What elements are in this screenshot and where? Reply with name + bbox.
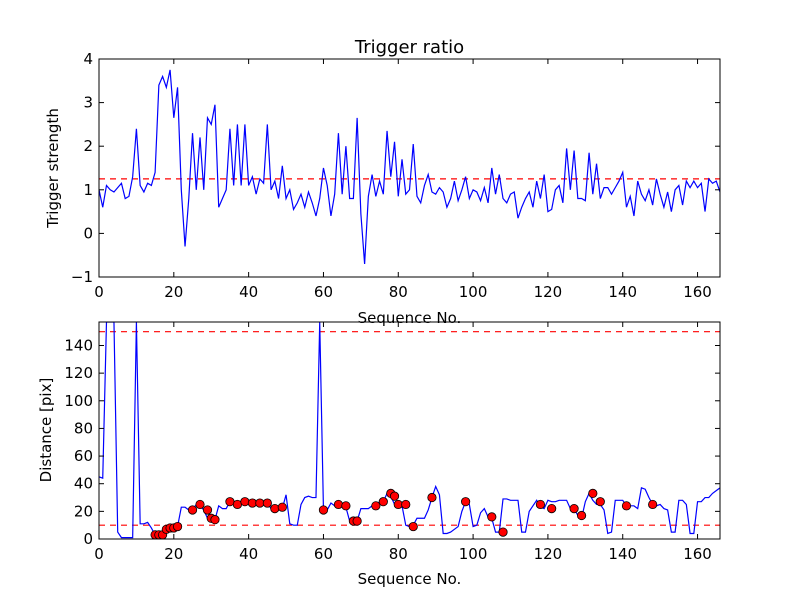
top-y-tick-label: 0	[83, 224, 93, 242]
top-series-line-0	[99, 70, 720, 264]
bottom-y-axis-label: Distance [pix]	[37, 378, 55, 483]
top-y-tick-label: 2	[83, 137, 93, 155]
bottom-x-tick-label: 80	[389, 545, 408, 563]
top-plot: Trigger ratio 0 20 40 60 80 100 120 140 160−1012…	[44, 37, 720, 327]
top-x-tick-label: 20	[164, 283, 183, 301]
top-x-tick-label: 40	[239, 283, 258, 301]
bottom-marker-point	[648, 500, 656, 508]
bottom-x-tick-label: 20	[164, 545, 183, 563]
bottom-data-layer	[99, 322, 720, 539]
bottom-marker-point	[203, 506, 211, 514]
bottom-marker-point	[589, 489, 597, 497]
bottom-y-tick-label: 120	[64, 364, 93, 382]
top-x-tick-label: 100	[459, 283, 488, 301]
top-x-axis-label: Sequence No.	[358, 309, 462, 327]
top-data-layer	[99, 70, 720, 264]
bottom-marker-point	[342, 502, 350, 510]
bottom-x-tick-label: 160	[683, 545, 712, 563]
bottom-y-tick-label: 100	[64, 392, 93, 410]
bottom-marker-point	[596, 497, 604, 505]
bottom-marker-point	[536, 500, 544, 508]
top-y-tick-label: 1	[83, 181, 93, 199]
bottom-y-tick-label: 140	[64, 336, 93, 354]
top-y-axis-label: Trigger strength	[44, 108, 62, 229]
bottom-marker-point	[428, 493, 436, 501]
bottom-marker-point	[570, 504, 578, 512]
bottom-x-tick-label: 40	[239, 545, 258, 563]
bottom-marker-point	[488, 513, 496, 521]
bottom-marker-point	[379, 497, 387, 505]
bottom-marker-point	[499, 528, 507, 536]
bottom-y-tick-label: 0	[83, 530, 93, 548]
bottom-marker-point	[188, 506, 196, 514]
bottom-marker-point	[390, 492, 398, 500]
top-chart-title: Trigger ratio	[354, 37, 464, 58]
bottom-marker-point	[173, 522, 181, 530]
top-axes-frame	[99, 59, 720, 277]
bottom-x-tick-label: 0	[94, 545, 104, 563]
bottom-marker-point	[547, 504, 555, 512]
bottom-marker-point	[372, 502, 380, 510]
bottom-marker-point	[622, 502, 630, 510]
bottom-x-tick-label: 140	[608, 545, 637, 563]
top-y-tick-label: 4	[83, 50, 93, 68]
bottom-marker-point	[271, 504, 279, 512]
bottom-marker-point	[577, 511, 585, 519]
bottom-plot: 0 20 40 60 80 100 120 140 160020406080100120140 …	[37, 322, 720, 588]
bottom-marker-point	[334, 500, 342, 508]
figure: Trigger ratio 0 20 40 60 80 100 120 140 160−1012…	[0, 0, 800, 600]
bottom-marker-point	[409, 522, 417, 530]
bottom-x-tick-label: 100	[459, 545, 488, 563]
bottom-marker-point	[196, 500, 204, 508]
top-x-tick-label: 140	[608, 283, 637, 301]
bottom-y-tick-label: 80	[74, 419, 93, 437]
bottom-y-tick-label: 20	[74, 502, 93, 520]
bottom-y-tick-label: 40	[74, 475, 93, 493]
bottom-marker-point	[278, 503, 286, 511]
top-x-tick-label: 120	[534, 283, 563, 301]
bottom-y-tick-label: 60	[74, 447, 93, 465]
top-x-tick-label: 0	[94, 283, 104, 301]
top-y-tick-label: −1	[71, 268, 93, 286]
bottom-marker-point	[319, 506, 327, 514]
bottom-marker-point	[211, 515, 219, 523]
top-y-tick-label: 3	[83, 94, 93, 112]
bottom-x-tick-label: 60	[314, 545, 333, 563]
bottom-marker-point	[241, 497, 249, 505]
top-x-tick-label: 160	[683, 283, 712, 301]
bottom-x-axis-label: Sequence No.	[358, 570, 462, 588]
bottom-marker-point	[461, 497, 469, 505]
bottom-marker-point	[353, 517, 361, 525]
top-x-tick-label: 80	[389, 283, 408, 301]
bottom-x-tick-label: 120	[534, 545, 563, 563]
bottom-marker-point	[402, 500, 410, 508]
bottom-marker-point	[263, 499, 271, 507]
top-x-tick-label: 60	[314, 283, 333, 301]
